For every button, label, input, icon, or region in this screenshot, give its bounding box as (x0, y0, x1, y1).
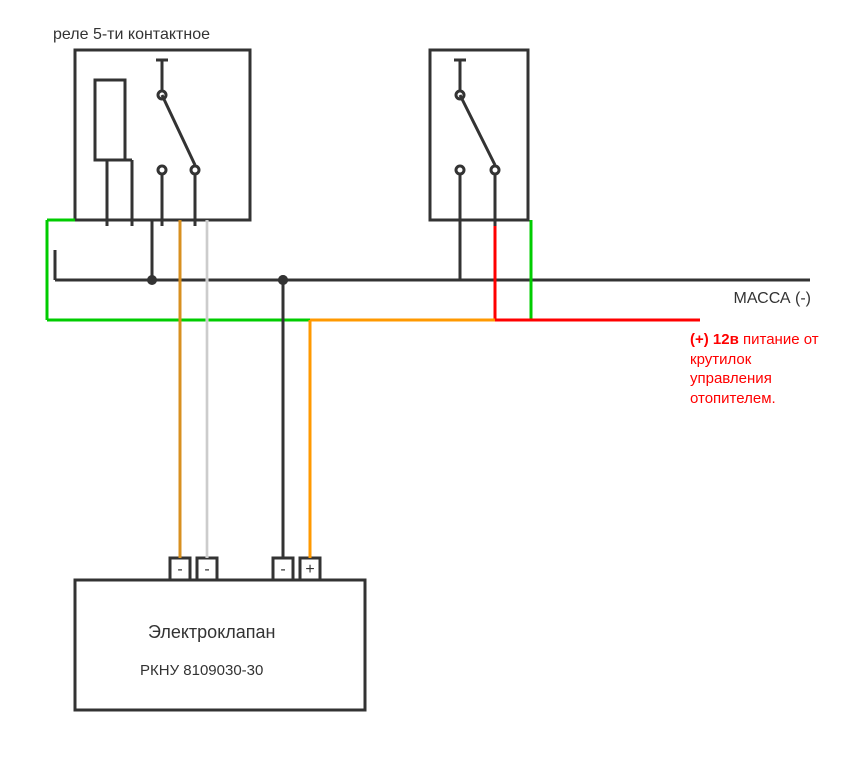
relay-label: реле 5-ти контактное (53, 26, 210, 44)
svg-text:+: + (305, 561, 314, 578)
ground-label: МАССА (-) (733, 290, 811, 308)
svg-text:-: - (280, 561, 285, 578)
svg-text:-: - (177, 561, 182, 578)
power-label-bold: (+) 12в (690, 331, 739, 348)
valve-partno: РКНУ 8109030-30 (140, 662, 263, 679)
power-label: (+) 12в питание от крутилок управления о… (690, 330, 830, 408)
svg-text:-: - (204, 561, 209, 578)
valve-title: Электроклапан (148, 622, 276, 643)
